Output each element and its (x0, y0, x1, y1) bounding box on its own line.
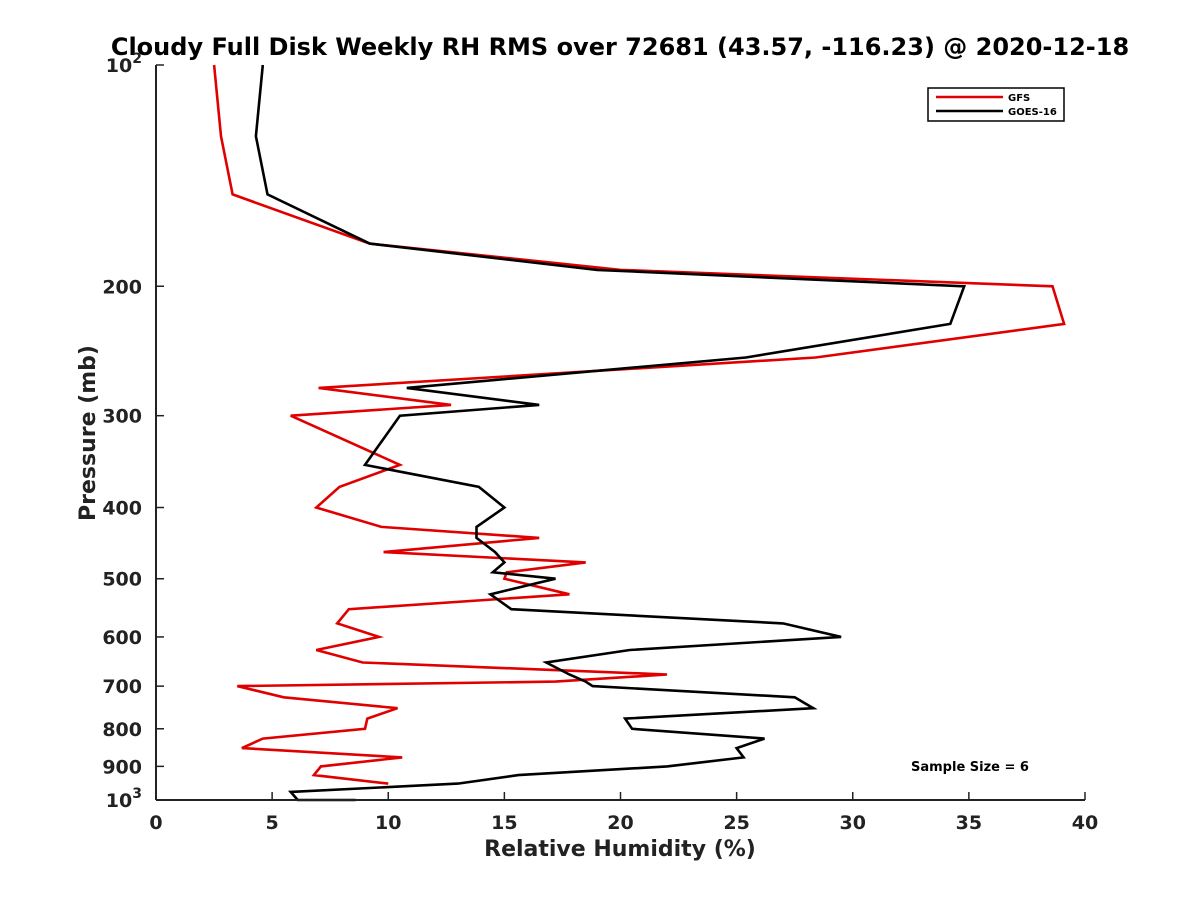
legend-label-goes16: GOES-16 (1008, 107, 1057, 118)
sample-size-annotation: Sample Size = 6 (911, 760, 1029, 775)
chart-title: Cloudy Full Disk Weekly RH RMS over 7268… (111, 33, 1129, 61)
y-tick-label: 102 (106, 51, 142, 77)
y-tick-label: 200 (102, 276, 142, 298)
x-tick-label: 30 (840, 812, 866, 834)
y-axis-label: Pressure (mb) (76, 345, 101, 521)
x-tick-label: 20 (607, 812, 633, 834)
y-tick-label: 900 (102, 756, 142, 778)
series-layer (212, 64, 1066, 802)
x-tick-label: 0 (149, 812, 162, 834)
legend-label-gfs: GFS (1008, 93, 1030, 104)
y-tick-label: 400 (102, 498, 142, 520)
series-line-gfs (212, 64, 1066, 785)
legend-box (927, 87, 1065, 122)
x-tick-label: 25 (723, 812, 749, 834)
y-tick-label: 300 (102, 406, 142, 428)
y-tick-label: 700 (102, 676, 142, 698)
y-tick-base: 10 (106, 790, 132, 812)
y-tick-label: 600 (102, 627, 142, 649)
x-tick-label: 10 (375, 812, 401, 834)
y-tick-exponent: 3 (132, 786, 142, 802)
y-tick-label: 500 (102, 569, 142, 591)
y-tick-label: 103 (106, 786, 142, 812)
series-line-goes16 (254, 64, 967, 802)
y-tick-label: 800 (102, 719, 142, 741)
x-tick-label: 40 (1072, 812, 1098, 834)
y-tick-base: 10 (106, 55, 132, 77)
x-tick-label: 35 (956, 812, 982, 834)
x-axis-label: Relative Humidity (%) (484, 837, 756, 862)
x-ticks: 0 5 10 15 20 25 30 35 40 (149, 792, 1098, 834)
y-tick-exponent: 2 (132, 51, 142, 67)
x-tick-label: 15 (491, 812, 517, 834)
x-tick-label: 5 (266, 812, 279, 834)
legend: GFS GOES-16 (927, 87, 1065, 122)
